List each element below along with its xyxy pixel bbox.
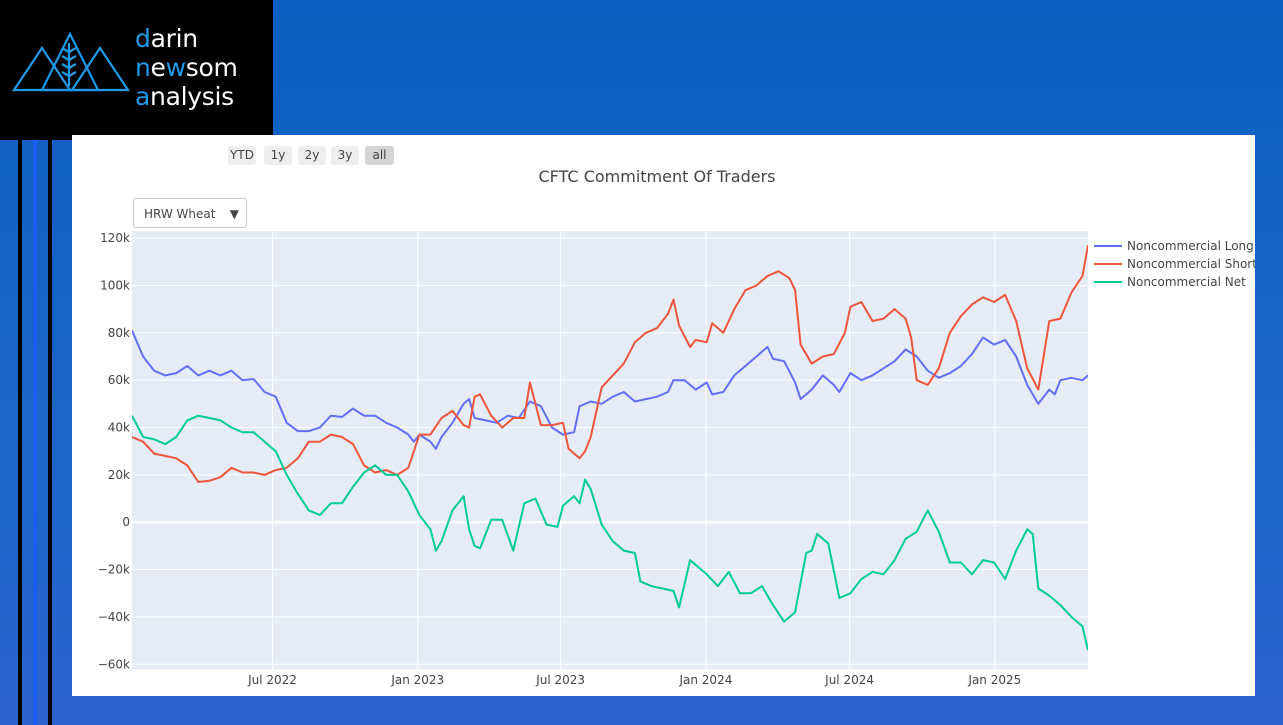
- y-tick-label: 20k: [108, 468, 130, 482]
- legend-label-noncommercial-short: Noncommercial Short: [1127, 257, 1255, 271]
- dropdown-arrow-icon: ▼: [229, 207, 239, 221]
- series-line-noncommercial-short: [132, 245, 1088, 483]
- x-tick-label: Jul 2022: [247, 673, 297, 687]
- y-tick-label: 0: [122, 515, 130, 529]
- series-line-noncommercial-net: [132, 414, 1088, 651]
- series-line-noncommercial-long: [132, 330, 1088, 450]
- commodity-dropdown[interactable]: HRW Wheat ▼: [133, 198, 247, 228]
- x-tick-label: Jan 2025: [967, 673, 1021, 687]
- y-tick-label: 80k: [108, 326, 130, 340]
- x-tick-label: Jan 2024: [678, 673, 732, 687]
- range-button-3y[interactable]: 3y: [331, 146, 359, 165]
- decorative-bar: [33, 140, 37, 725]
- y-tick-label: 100k: [100, 278, 130, 292]
- decorative-bar: [18, 140, 22, 725]
- y-tick-label: −60k: [98, 657, 130, 671]
- y-tick-label: −40k: [98, 610, 130, 624]
- legend-label-noncommercial-net: Noncommercial Net: [1127, 275, 1246, 289]
- mountain-wheat-icon: [12, 31, 130, 92]
- brand-logo: darin newsom analysis: [0, 0, 273, 140]
- x-tick-label: Jul 2023: [535, 673, 585, 687]
- decorative-bar: [48, 140, 52, 725]
- dropdown-selected-value: HRW Wheat: [144, 207, 216, 221]
- range-button-1y[interactable]: 1y: [264, 146, 292, 165]
- range-button-ytd[interactable]: YTD: [228, 146, 256, 165]
- x-tick-label: Jan 2023: [390, 673, 444, 687]
- y-tick-label: −20k: [98, 563, 130, 577]
- y-tick-label: 120k: [100, 231, 130, 245]
- line-chart: −60k −40k −20k 0 20k 40k 60k 80k 100k 120k Jul 202…: [98, 231, 1255, 687]
- y-tick-label: 40k: [108, 421, 130, 435]
- plot-background: [132, 231, 1088, 669]
- brand-name: darin newsom analysis: [135, 24, 238, 111]
- chart-panel: −60k −40k −20k 0 20k 40k 60k 80k 100k 120k Jul 202…: [72, 135, 1255, 696]
- y-tick-label: 60k: [108, 373, 130, 387]
- x-tick-label: Jul 2024: [824, 673, 874, 687]
- chart-title: CFTC Commitment Of Traders: [538, 167, 776, 186]
- range-button-all[interactable]: all: [365, 146, 394, 165]
- range-button-2y[interactable]: 2y: [298, 146, 326, 165]
- legend-label-noncommercial-long: Noncommercial Long: [1127, 239, 1254, 253]
